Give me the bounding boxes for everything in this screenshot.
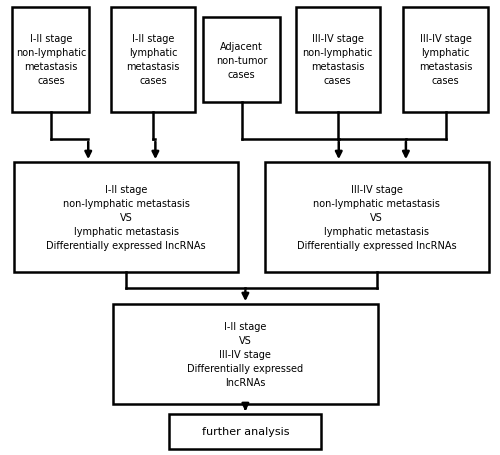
Text: I-II stage
lymphatic
metastasis
cases: I-II stage lymphatic metastasis cases [126,35,180,86]
FancyBboxPatch shape [170,414,322,449]
FancyBboxPatch shape [111,8,195,113]
Text: Adjacent
non-tumor
cases: Adjacent non-tumor cases [216,41,268,79]
FancyBboxPatch shape [404,8,487,113]
Text: III-IV stage
non-lymphatic
metastasis
cases: III-IV stage non-lymphatic metastasis ca… [302,35,373,86]
FancyBboxPatch shape [296,8,380,113]
Text: III-IV stage
lymphatic
metastasis
cases: III-IV stage lymphatic metastasis cases [419,35,472,86]
FancyBboxPatch shape [113,304,378,404]
Text: III-IV stage
non-lymphatic metastasis
VS
lymphatic metastasis
Differentially exp: III-IV stage non-lymphatic metastasis VS… [297,185,456,250]
Text: I-II stage
non-lymphatic
metastasis
cases: I-II stage non-lymphatic metastasis case… [16,35,86,86]
Text: I-II stage
VS
III-IV stage
Differentially expressed
lncRNAs: I-II stage VS III-IV stage Differentiall… [188,321,304,387]
FancyBboxPatch shape [14,162,238,273]
FancyBboxPatch shape [12,8,90,113]
FancyBboxPatch shape [204,18,281,103]
Text: I-II stage
non-lymphatic metastasis
VS
lymphatic metastasis
Differentially expre: I-II stage non-lymphatic metastasis VS l… [46,185,206,250]
FancyBboxPatch shape [265,162,488,273]
Text: further analysis: further analysis [202,426,289,436]
